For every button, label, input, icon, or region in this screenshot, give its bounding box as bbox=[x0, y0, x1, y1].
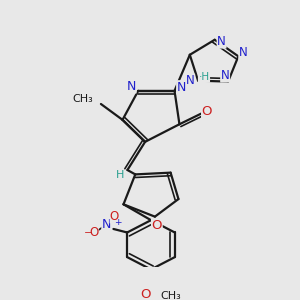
Text: O: O bbox=[89, 226, 98, 239]
Text: O: O bbox=[110, 210, 119, 223]
Text: N: N bbox=[217, 35, 226, 48]
Text: ·H: ·H bbox=[198, 72, 209, 82]
Text: N: N bbox=[177, 81, 186, 94]
Text: N: N bbox=[102, 218, 111, 231]
Text: O: O bbox=[152, 219, 162, 232]
Text: O: O bbox=[140, 288, 150, 300]
Text: CH₃: CH₃ bbox=[161, 291, 182, 300]
Text: −: − bbox=[83, 228, 92, 239]
Text: +: + bbox=[114, 218, 121, 227]
Text: CH₃: CH₃ bbox=[72, 94, 93, 104]
Text: N: N bbox=[127, 80, 136, 93]
Text: H: H bbox=[116, 170, 124, 180]
Text: N: N bbox=[239, 46, 248, 59]
Text: N: N bbox=[186, 74, 195, 87]
Text: O: O bbox=[202, 105, 212, 119]
Text: N: N bbox=[221, 69, 230, 82]
